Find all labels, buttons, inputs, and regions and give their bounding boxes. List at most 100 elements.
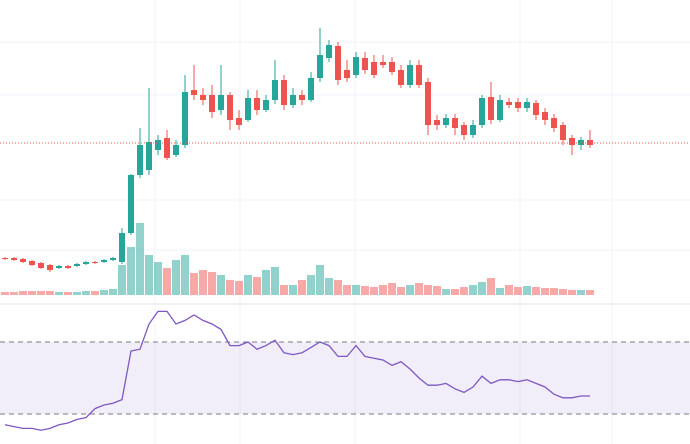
candle-body [470,125,476,135]
candle-body [2,258,8,259]
candle-body [524,102,530,108]
volume-bar [307,275,315,295]
candle-body [272,80,278,100]
candle-body [551,118,557,128]
candle-body [389,62,395,72]
volume-bar [550,288,558,295]
volume-bar [316,265,324,295]
candle-body [533,103,539,115]
candle-body [281,80,287,105]
candle-body [56,266,62,268]
candle-body [182,92,188,145]
candle-body [155,140,161,150]
volume-bar [469,285,477,295]
volume-bar [46,291,54,295]
volume-bar [82,291,90,295]
candle-body [200,95,206,100]
candle-body [542,112,548,120]
volume-bar [37,291,45,295]
candle-body [569,138,575,145]
volume-bar [109,289,117,295]
volume-bar [586,290,594,295]
candle-body [425,82,431,125]
candle-body [137,145,143,175]
volume-bar [559,289,567,295]
candle-body [110,258,116,260]
volume-bar [118,265,126,295]
candle-body [371,62,377,75]
volume-bar [64,292,72,295]
candle-body [29,261,35,265]
volume-bar [343,285,351,295]
volume-bar [154,262,162,295]
candle-body [461,125,467,135]
candle-body [353,57,359,75]
volume-bar [190,273,198,295]
candle-body [416,65,422,85]
candle-body [245,98,251,120]
volume-bar [496,288,504,295]
volume-bar [415,283,423,295]
candle-body [335,46,341,80]
volume-bar [1,292,9,295]
candle-body [263,100,269,110]
candle-body [560,125,566,140]
candle-body [515,102,521,108]
candle-body [38,263,44,268]
candle-body [83,262,89,264]
candle-body [578,140,584,145]
volume-bar [478,282,486,295]
volume-bar [55,292,63,295]
volume-bar [397,287,405,295]
volume-bar [568,290,576,295]
volume-bar [298,280,306,295]
volume-bar [289,285,297,295]
volume-bar [91,291,99,295]
volume-bar [172,260,180,295]
volume-bar [406,285,414,295]
candle-body [92,262,98,263]
candle-body [11,258,17,260]
volume-bar [505,285,513,295]
volume-bar [271,267,279,295]
volume-bar [325,278,333,295]
volume-bar [361,286,369,295]
volume-bar [460,287,468,295]
candle-body [488,97,494,120]
candle-body [173,145,179,155]
rsi-band [0,342,690,414]
volume-bar [487,278,495,295]
volume-bar [541,288,549,295]
volume-bar [442,289,450,295]
candle-body [20,259,26,262]
volume-bar [208,272,216,295]
volume-bar [19,291,27,295]
candle-body [218,95,224,110]
volume-bar [244,275,252,295]
candle-body [254,98,260,110]
candle-body [308,78,314,100]
candle-body [191,90,197,95]
volume-bar [451,289,459,295]
candle-body [479,98,485,125]
candle-body [146,142,152,170]
candle-body [380,62,386,65]
candle-body [47,265,53,270]
candle-body [398,70,404,85]
volume-bar [136,223,144,295]
volume-bar [514,287,522,295]
volume-bar [217,275,225,295]
volume-bar [280,285,288,295]
volume-bar [352,285,360,295]
volume-bar [532,287,540,295]
candle-body [326,45,332,58]
candle-body [236,118,242,125]
volume-bar [523,286,531,295]
volume-bar [235,281,243,295]
candle-body [128,175,134,233]
candle-body [407,65,413,85]
candle-body [299,95,305,100]
candle-body [506,102,512,105]
candle-body [362,58,368,70]
